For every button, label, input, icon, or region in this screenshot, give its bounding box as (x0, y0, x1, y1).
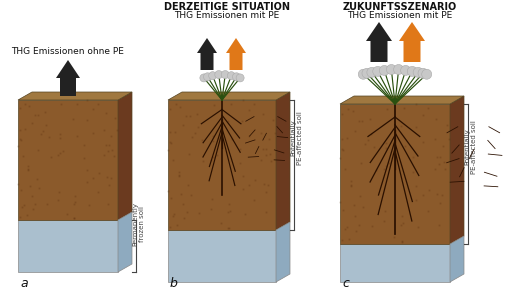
Polygon shape (340, 244, 450, 282)
Circle shape (204, 73, 212, 81)
Polygon shape (168, 100, 276, 230)
Circle shape (386, 64, 396, 74)
Text: b: b (170, 277, 178, 290)
Circle shape (208, 72, 217, 80)
Circle shape (407, 66, 417, 76)
Polygon shape (56, 60, 80, 96)
Circle shape (367, 67, 377, 77)
Text: THG Emissionen ohne PE: THG Emissionen ohne PE (12, 47, 124, 56)
Circle shape (422, 69, 432, 79)
Polygon shape (18, 92, 132, 100)
Text: Potentially
PE-affected soil: Potentially PE-affected soil (465, 120, 478, 174)
Polygon shape (366, 22, 392, 62)
Text: ZUKUNFTSSZENARIO: ZUKUNFTSSZENARIO (343, 2, 457, 12)
Circle shape (233, 73, 240, 81)
Circle shape (236, 74, 244, 82)
Polygon shape (18, 100, 118, 220)
Circle shape (215, 70, 223, 79)
Polygon shape (197, 38, 217, 70)
Circle shape (401, 65, 411, 75)
Circle shape (221, 70, 229, 79)
Circle shape (418, 68, 428, 78)
Polygon shape (168, 92, 290, 100)
Text: Permanently
frozen soil: Permanently frozen soil (132, 202, 145, 246)
Text: THG Emissionen mit PE: THG Emissionen mit PE (348, 11, 453, 20)
Polygon shape (118, 92, 132, 220)
Polygon shape (340, 104, 450, 244)
Circle shape (380, 65, 390, 75)
Circle shape (358, 69, 368, 79)
Polygon shape (18, 220, 118, 272)
Polygon shape (118, 212, 132, 272)
Polygon shape (450, 236, 464, 282)
Text: a: a (20, 277, 28, 290)
Circle shape (227, 72, 235, 80)
Text: DERZEITIGE SITUATION: DERZEITIGE SITUATION (164, 2, 290, 12)
Circle shape (413, 67, 423, 77)
Polygon shape (168, 230, 276, 282)
Circle shape (373, 66, 383, 76)
Polygon shape (276, 92, 290, 230)
Circle shape (362, 68, 372, 78)
Circle shape (394, 64, 404, 74)
Polygon shape (340, 96, 464, 104)
Text: THG Emissionen mit PE: THG Emissionen mit PE (174, 11, 280, 20)
Circle shape (200, 74, 208, 82)
Text: c: c (342, 277, 349, 290)
Polygon shape (399, 22, 425, 62)
Polygon shape (226, 38, 246, 70)
Polygon shape (276, 222, 290, 282)
Text: Potentially
PE-affected soil: Potentially PE-affected soil (290, 111, 303, 165)
Polygon shape (450, 96, 464, 244)
